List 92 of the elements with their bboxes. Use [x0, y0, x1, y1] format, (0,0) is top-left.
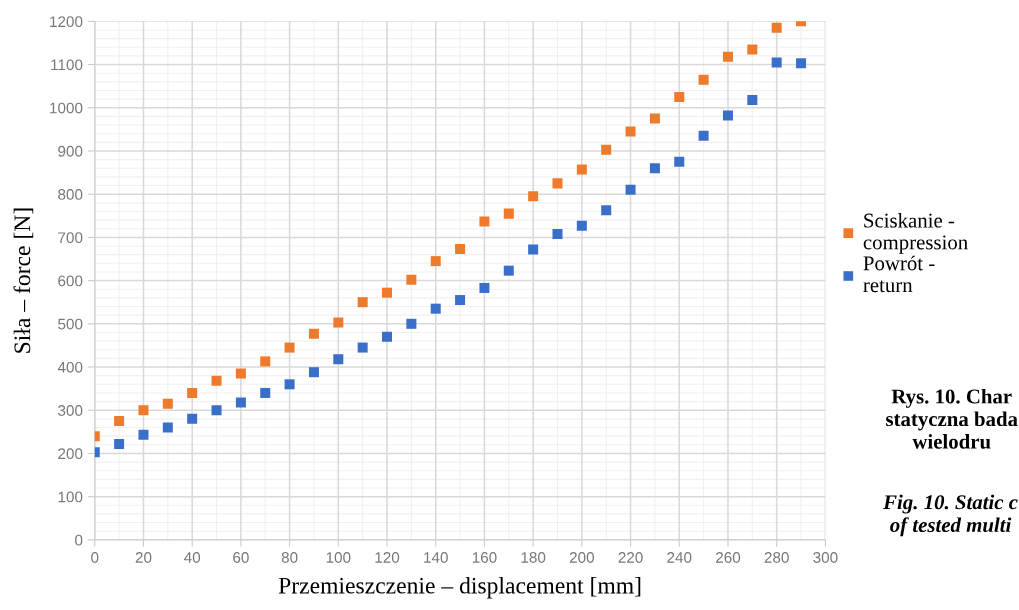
point — [747, 94, 758, 105]
point — [406, 318, 417, 329]
point — [649, 163, 660, 174]
point — [187, 413, 198, 424]
point — [479, 216, 490, 227]
point — [406, 274, 417, 285]
point — [649, 113, 660, 124]
point — [796, 58, 807, 69]
point — [455, 244, 466, 255]
point — [552, 228, 563, 239]
point — [138, 429, 149, 440]
y-axis-title: Siła – force [N] — [13, 208, 34, 353]
point — [235, 368, 246, 379]
y-tick-label: 1100 — [51, 59, 83, 71]
point — [552, 178, 563, 189]
x-tick-label: 40 — [184, 552, 201, 563]
point — [698, 130, 709, 141]
point — [576, 164, 587, 175]
point — [138, 405, 149, 416]
point — [357, 342, 368, 353]
point — [114, 416, 125, 427]
point — [576, 220, 587, 231]
point — [747, 44, 758, 55]
text: Rys. 10. Char statyczna bada wielodru — [886, 388, 1018, 449]
point — [308, 367, 319, 378]
x-tick-label: 200 — [569, 552, 594, 563]
y-tick-label: 1200 — [50, 16, 83, 28]
point — [771, 22, 782, 33]
x-tick-label: 0 — [91, 552, 99, 563]
x-tick-label: 60 — [233, 552, 249, 563]
legend-label: Powrót - return — [863, 255, 935, 293]
point — [601, 205, 612, 216]
x-tick-label: 140 — [424, 552, 448, 563]
point — [333, 354, 344, 365]
point — [722, 110, 733, 121]
point — [333, 317, 344, 328]
point — [284, 342, 295, 353]
point — [455, 295, 466, 306]
x-tick-label: 300 — [813, 552, 838, 563]
x-tick-label: 100 — [326, 552, 351, 563]
y-tick-label: 500 — [58, 318, 83, 330]
y-tick-label: 0 — [75, 534, 83, 546]
x-tick-label: 80 — [281, 552, 298, 563]
point — [284, 379, 295, 390]
point — [260, 387, 271, 398]
y-tick-label: 100 — [58, 491, 83, 503]
y-tick-label: 300 — [58, 405, 83, 416]
point — [625, 184, 636, 195]
point — [479, 282, 490, 293]
point — [430, 256, 441, 267]
point — [771, 57, 782, 68]
point — [625, 126, 636, 137]
point — [235, 397, 246, 408]
point — [308, 328, 319, 339]
point — [357, 297, 368, 308]
x-tick-label: 180 — [521, 552, 546, 563]
y-tick-label: 400 — [57, 361, 83, 373]
x-axis-title: Przemieszczenie – displacement [mm] — [278, 577, 641, 599]
point — [430, 303, 441, 314]
x-tick-label: 160 — [472, 552, 497, 563]
point — [674, 156, 685, 167]
y-tick-label: 1000 — [50, 102, 83, 114]
point — [382, 331, 393, 342]
point — [722, 51, 733, 62]
point — [698, 74, 709, 85]
y-tick-label: 700 — [58, 232, 83, 244]
x-tick-label: 220 — [618, 552, 643, 563]
point — [674, 91, 685, 102]
y-tick-label: 600 — [58, 275, 83, 287]
x-tick-label: 280 — [764, 552, 789, 563]
point — [114, 438, 125, 449]
x-tick-label: 120 — [375, 552, 400, 563]
point — [503, 208, 514, 219]
point — [528, 244, 539, 255]
point — [211, 375, 222, 386]
x-tick-label: 20 — [135, 552, 152, 563]
point — [187, 387, 198, 398]
legend-label: Sciskanie - compression — [863, 212, 968, 254]
point — [162, 398, 173, 409]
point — [601, 144, 612, 155]
x-tick-label: 260 — [716, 552, 741, 563]
y-tick-label: 200 — [58, 448, 83, 460]
point — [162, 422, 173, 433]
caption: Fig. 10. Static c of tested multi — [883, 494, 1018, 537]
point — [382, 287, 393, 298]
point — [503, 265, 514, 276]
point — [528, 191, 539, 202]
point — [211, 405, 222, 416]
x-tick-label: 240 — [667, 552, 692, 563]
y-tick-label: 900 — [58, 145, 83, 157]
y-tick-label: 800 — [58, 189, 83, 200]
point — [260, 356, 271, 367]
